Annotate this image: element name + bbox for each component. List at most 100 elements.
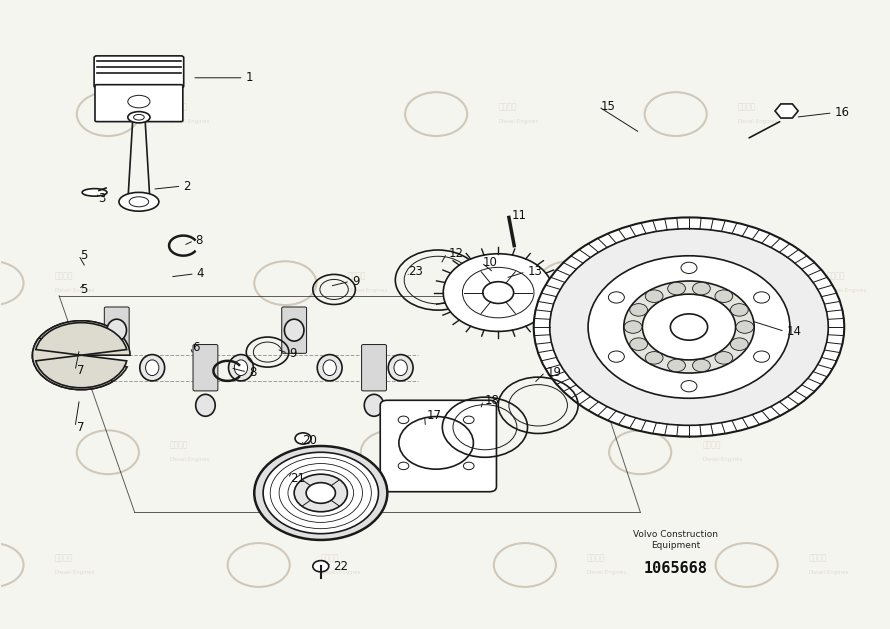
Text: Diesel-Engines: Diesel-Engines xyxy=(454,457,494,462)
Circle shape xyxy=(643,294,735,360)
Ellipse shape xyxy=(107,319,126,341)
Circle shape xyxy=(312,560,328,572)
Ellipse shape xyxy=(129,197,149,207)
Text: 8: 8 xyxy=(196,234,203,247)
FancyBboxPatch shape xyxy=(282,307,306,353)
Text: Diesel-Engines: Diesel-Engines xyxy=(702,457,743,462)
Ellipse shape xyxy=(229,355,254,381)
Circle shape xyxy=(754,351,770,362)
Text: 紫发动力: 紫发动力 xyxy=(170,440,189,449)
Ellipse shape xyxy=(388,355,413,381)
Ellipse shape xyxy=(323,360,336,376)
Wedge shape xyxy=(32,321,124,361)
Ellipse shape xyxy=(134,114,144,120)
Text: 8: 8 xyxy=(249,365,256,379)
FancyBboxPatch shape xyxy=(193,345,218,391)
Ellipse shape xyxy=(128,111,150,123)
Circle shape xyxy=(681,381,697,392)
FancyBboxPatch shape xyxy=(104,307,129,353)
Circle shape xyxy=(668,282,685,295)
Text: Diesel-Engines: Diesel-Engines xyxy=(320,570,361,575)
Circle shape xyxy=(306,482,336,503)
Circle shape xyxy=(630,338,648,350)
Text: 2: 2 xyxy=(183,180,190,192)
Text: 9: 9 xyxy=(352,275,360,288)
Text: 紫发动力: 紫发动力 xyxy=(587,553,605,562)
Circle shape xyxy=(670,314,708,340)
Circle shape xyxy=(692,359,710,372)
Ellipse shape xyxy=(285,319,303,341)
Text: 1065668: 1065668 xyxy=(643,560,708,576)
FancyBboxPatch shape xyxy=(361,345,386,391)
Circle shape xyxy=(295,474,347,512)
Ellipse shape xyxy=(128,96,150,108)
Text: Diesel-Engines: Diesel-Engines xyxy=(170,457,210,462)
Text: 3: 3 xyxy=(98,192,106,205)
Text: 23: 23 xyxy=(409,265,424,279)
Circle shape xyxy=(624,281,754,373)
Text: 紫发动力: 紫发动力 xyxy=(498,102,517,111)
Circle shape xyxy=(715,352,732,364)
Circle shape xyxy=(731,304,748,316)
Circle shape xyxy=(588,256,790,398)
Text: 5: 5 xyxy=(80,283,88,296)
Text: 紫发动力: 紫发动力 xyxy=(347,271,366,280)
Text: 1: 1 xyxy=(246,71,253,84)
Ellipse shape xyxy=(234,360,247,376)
Text: Diesel-Engines: Diesel-Engines xyxy=(738,119,778,124)
Text: 12: 12 xyxy=(449,247,464,260)
Text: Diesel-Engines: Diesel-Engines xyxy=(54,570,95,575)
Circle shape xyxy=(668,359,685,372)
Wedge shape xyxy=(36,323,126,355)
Text: 紫发动力: 紫发动力 xyxy=(827,271,845,280)
Text: 紫发动力: 紫发动力 xyxy=(54,271,73,280)
Wedge shape xyxy=(32,338,113,389)
Circle shape xyxy=(624,321,642,333)
Circle shape xyxy=(645,290,663,303)
Text: 紫发动力: 紫发动力 xyxy=(170,102,189,111)
Circle shape xyxy=(609,292,625,303)
Circle shape xyxy=(754,292,770,303)
Text: Diesel-Engines: Diesel-Engines xyxy=(498,119,538,124)
Circle shape xyxy=(534,218,845,437)
Circle shape xyxy=(263,452,378,533)
Circle shape xyxy=(295,433,311,444)
Circle shape xyxy=(609,351,625,362)
Text: 10: 10 xyxy=(483,256,498,269)
Circle shape xyxy=(692,282,710,295)
Text: 9: 9 xyxy=(290,347,297,360)
Text: 18: 18 xyxy=(485,394,500,407)
Text: 紫发动力: 紫发动力 xyxy=(738,102,756,111)
Circle shape xyxy=(681,262,697,274)
Circle shape xyxy=(463,267,534,318)
Text: 7: 7 xyxy=(77,421,85,434)
Circle shape xyxy=(255,446,387,540)
Text: 14: 14 xyxy=(787,325,802,338)
Ellipse shape xyxy=(69,355,93,381)
Text: Diesel-Engines: Diesel-Engines xyxy=(827,288,867,293)
Text: Diesel-Engines: Diesel-Engines xyxy=(54,288,95,293)
Text: 20: 20 xyxy=(303,435,317,447)
Text: 21: 21 xyxy=(290,472,304,485)
Text: 4: 4 xyxy=(197,267,204,281)
Wedge shape xyxy=(32,355,127,389)
Text: 11: 11 xyxy=(512,209,527,222)
Ellipse shape xyxy=(317,355,342,381)
Text: Diesel-Engines: Diesel-Engines xyxy=(809,570,849,575)
Wedge shape xyxy=(36,321,130,355)
Ellipse shape xyxy=(394,360,408,376)
Text: Volvo Construction
Equipment: Volvo Construction Equipment xyxy=(633,530,718,550)
Text: 15: 15 xyxy=(600,100,615,113)
Text: 13: 13 xyxy=(528,265,542,279)
Ellipse shape xyxy=(140,355,165,381)
Text: Diesel-Engines: Diesel-Engines xyxy=(587,570,627,575)
Text: 7: 7 xyxy=(77,364,85,377)
Text: 紫发动力: 紫发动力 xyxy=(454,440,473,449)
Circle shape xyxy=(630,304,648,316)
Ellipse shape xyxy=(146,360,159,376)
Text: Diesel-Engines: Diesel-Engines xyxy=(347,288,388,293)
FancyBboxPatch shape xyxy=(95,85,182,121)
Circle shape xyxy=(736,321,754,333)
Text: 紫发动力: 紫发动力 xyxy=(631,271,650,280)
Text: 16: 16 xyxy=(835,106,849,120)
